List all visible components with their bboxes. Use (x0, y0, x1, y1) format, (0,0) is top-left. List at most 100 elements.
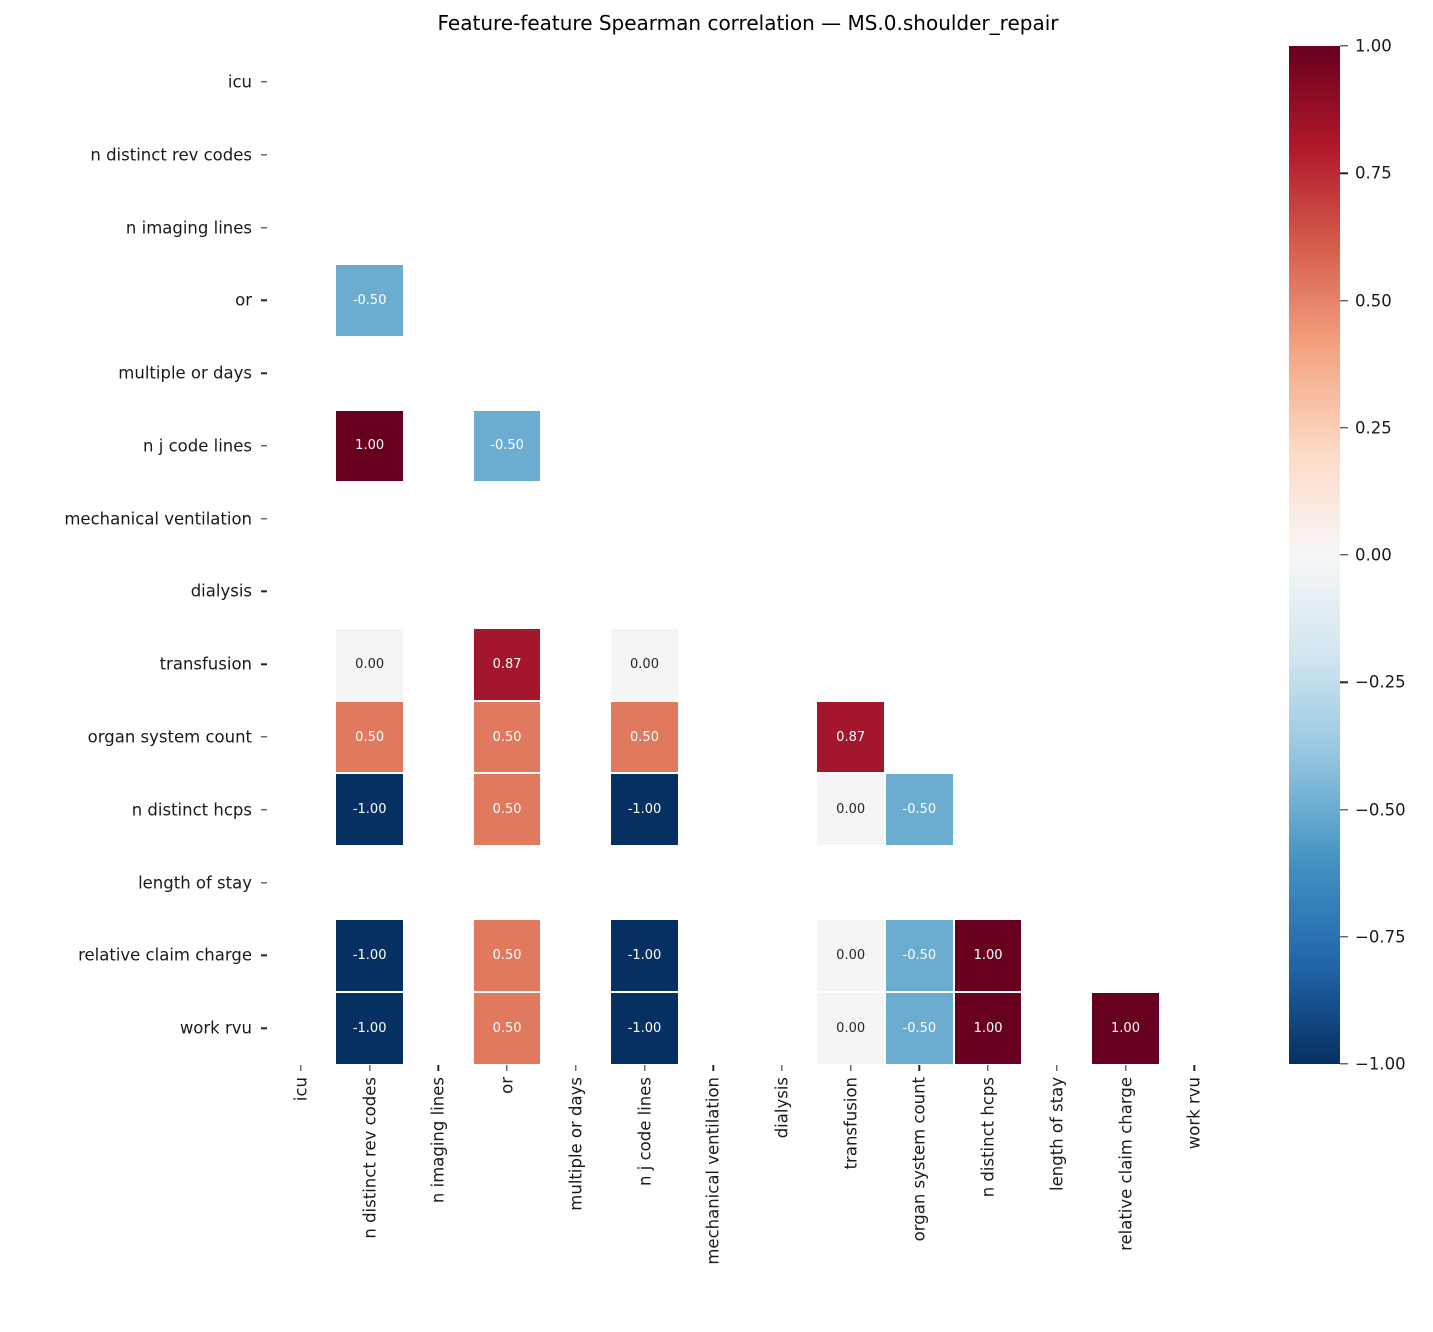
y-tick-label-mechanical-ventilation: mechanical ventilation (64, 509, 252, 529)
heatmap-cell-work-rvu--n-j-code-lines: -1.00 (610, 991, 679, 1065)
x-tick-mark (1124, 1064, 1127, 1071)
heatmap-cell-organ-system-count--n-distinct-rev-codes: 0.50 (335, 700, 404, 774)
x-tick-label-length-of-stay: length of stay (1047, 1076, 1067, 1191)
x-tick-label-icu: icu (291, 1076, 311, 1101)
x-tick-label-multiple-or-days: multiple or days (566, 1076, 586, 1211)
y-tick-label-dialysis: dialysis (190, 581, 252, 601)
heatmap-cell-n-distinct-hcps--n-j-code-lines: -1.00 (610, 773, 679, 847)
heatmap-cell-relative-claim-charge--or: 0.50 (472, 919, 542, 992)
x-tick-label-organ-system-count: organ system count (909, 1076, 929, 1241)
heatmap-cell-transfusion--n-distinct-rev-codes: 0.00 (335, 627, 404, 701)
y-tick-mark (260, 154, 267, 156)
y-tick-mark (260, 881, 267, 884)
y-tick-label-length-of-stay: length of stay (138, 873, 252, 893)
x-tick-label-n-j-code-lines: n j code lines (635, 1076, 655, 1186)
y-tick-mark (260, 954, 267, 957)
x-tick-mark (987, 1064, 989, 1071)
heatmap-cell-n-j-code-lines--or: -0.50 (472, 409, 542, 483)
y-tick-mark (260, 81, 267, 83)
y-tick-mark (260, 1027, 267, 1029)
heatmap-cell-or--n-distinct-rev-codes: -0.50 (335, 263, 404, 337)
y-tick-mark (260, 299, 267, 302)
colorbar-tick-label: −0.25 (1355, 672, 1406, 692)
colorbar-gradient (1289, 46, 1340, 1064)
x-tick-mark (300, 1064, 302, 1071)
x-tick-label-n-distinct-hcps: n distinct hcps (978, 1076, 998, 1197)
y-tick-mark (260, 809, 267, 811)
heatmap-cell-n-distinct-hcps--organ-system-count: -0.50 (885, 773, 954, 847)
x-tick-mark (1193, 1064, 1195, 1071)
x-tick-label-work-rvu: work rvu (1184, 1076, 1204, 1149)
y-tick-mark (260, 736, 267, 738)
x-tick-label-relative-claim-charge: relative claim charge (1116, 1076, 1136, 1251)
chart-title: Feature-feature Spearman correlation — M… (437, 11, 1059, 35)
y-tick-label-icu: icu (227, 72, 252, 92)
colorbar-tick-mark (1340, 681, 1348, 683)
colorbar-tick-mark (1340, 1063, 1348, 1065)
x-tick-mark (506, 1064, 508, 1071)
colorbar-tick-mark (1340, 299, 1348, 302)
heatmap-cell-work-rvu--relative-claim-charge: 1.00 (1091, 991, 1160, 1065)
heatmap-cell-work-rvu--transfusion: 0.00 (816, 991, 885, 1065)
y-tick-label-work-rvu: work rvu (179, 1018, 252, 1038)
heatmap-cell-transfusion--or: 0.87 (472, 627, 542, 701)
x-tick-mark (849, 1064, 852, 1071)
colorbar-tick-label: −1.00 (1355, 1054, 1406, 1074)
colorbar-tick-label: −0.75 (1355, 927, 1406, 947)
x-tick-mark (1056, 1064, 1058, 1071)
colorbar-tick-mark (1340, 808, 1348, 811)
x-tick-mark (918, 1064, 921, 1071)
heatmap-cell-relative-claim-charge--n-distinct-hcps: 1.00 (953, 919, 1023, 992)
y-tick-label-relative-claim-charge: relative claim charge (78, 945, 252, 965)
y-tick-mark (260, 590, 267, 593)
heatmap-cell-organ-system-count--n-j-code-lines: 0.50 (610, 700, 679, 774)
heatmap-cell-work-rvu--organ-system-count: -0.50 (885, 991, 954, 1065)
heatmap-cell-relative-claim-charge--organ-system-count: -0.50 (885, 919, 954, 992)
colorbar-tick-label: 1.00 (1355, 36, 1392, 56)
x-tick-label-dialysis: dialysis (772, 1076, 792, 1138)
x-tick-mark (643, 1064, 646, 1071)
heatmap-cell-organ-system-count--transfusion: 0.87 (816, 700, 885, 774)
colorbar-tick-mark (1340, 936, 1348, 938)
heatmap-cell-n-distinct-hcps--transfusion: 0.00 (816, 773, 885, 847)
heatmap-cell-work-rvu--or: 0.50 (472, 991, 542, 1065)
x-tick-mark (437, 1064, 440, 1071)
colorbar-tick-label: 0.50 (1355, 291, 1392, 310)
heatmap-cell-relative-claim-charge--transfusion: 0.00 (816, 919, 885, 992)
x-tick-label-transfusion: transfusion (841, 1076, 861, 1170)
y-tick-label-n-distinct-rev-codes: n distinct rev codes (90, 145, 252, 165)
y-tick-label-n-imaging-lines: n imaging lines (125, 218, 252, 238)
colorbar-tick-mark (1340, 554, 1348, 556)
x-tick-mark (712, 1064, 714, 1071)
heatmap-cell-organ-system-count--or: 0.50 (472, 700, 542, 774)
x-tick-label-n-distinct-rev-codes: n distinct rev codes (360, 1076, 380, 1239)
y-tick-mark (260, 518, 267, 520)
x-tick-mark (781, 1064, 783, 1071)
y-tick-label-or: or (235, 290, 252, 310)
x-tick-mark (575, 1064, 577, 1071)
heatmap-cell-relative-claim-charge--n-j-code-lines: -1.00 (610, 919, 679, 992)
y-tick-label-transfusion: transfusion (159, 654, 252, 674)
colorbar-tick-mark (1340, 427, 1348, 429)
colorbar-tick-label: 0.75 (1355, 163, 1392, 183)
y-tick-mark (260, 226, 267, 229)
x-tick-label-n-imaging-lines: n imaging lines (428, 1076, 448, 1203)
heatmap-cell-transfusion--n-j-code-lines: 0.00 (610, 627, 679, 701)
colorbar-tick-mark (1340, 45, 1348, 47)
colorbar-tick-label: 0.00 (1355, 545, 1392, 565)
colorbar-tick-label: 0.25 (1355, 418, 1392, 438)
y-tick-label-n-distinct-hcps: n distinct hcps (131, 800, 252, 820)
colorbar-tick-label: −0.50 (1355, 800, 1406, 819)
y-tick-mark (260, 445, 267, 447)
y-tick-mark (260, 663, 267, 665)
y-tick-label-n-j-code-lines: n j code lines (143, 436, 252, 456)
y-tick-label-organ-system-count: organ system count (87, 727, 252, 747)
x-tick-label-mechanical-ventilation: mechanical ventilation (703, 1076, 723, 1265)
heatmap-plot-area: -0.50 1.00 -0.50 0.00 0.87 0.00 0.50 0.50 0.50 0.… (267, 46, 1229, 1065)
y-tick-label-multiple-or-days: multiple or days (118, 363, 252, 383)
heatmap-cell-n-distinct-hcps--n-distinct-rev-codes: -1.00 (335, 773, 404, 847)
x-tick-label-or: or (497, 1076, 517, 1094)
x-tick-mark (368, 1064, 371, 1071)
heatmap-cell-work-rvu--n-distinct-rev-codes: -1.00 (335, 991, 404, 1065)
